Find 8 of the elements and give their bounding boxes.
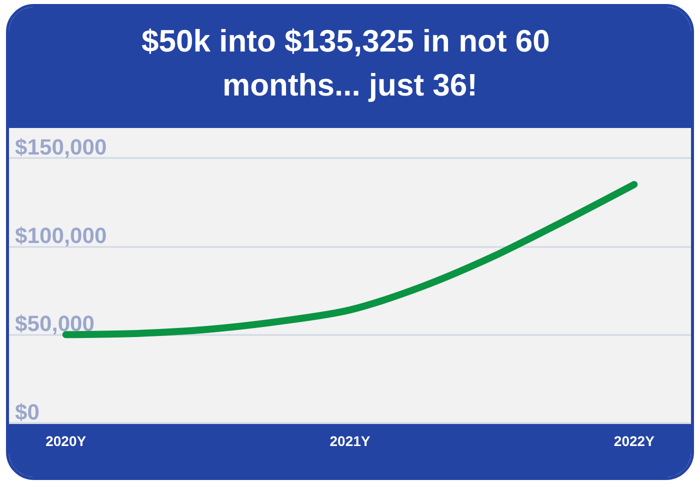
- x-tick-label: 2020Y: [46, 433, 87, 449]
- chart-title: $50k into $135,325 in not 60 months... just 36!: [142, 24, 558, 102]
- x-tick-label: 2021Y: [330, 433, 371, 449]
- y-tick-label: $50,000: [15, 311, 95, 336]
- x-tick-label: 2022Y: [614, 433, 656, 449]
- y-tick-label: $150,000: [15, 134, 107, 160]
- y-tick-label: $100,000: [15, 222, 107, 248]
- y-tick-label: $0: [15, 400, 40, 424]
